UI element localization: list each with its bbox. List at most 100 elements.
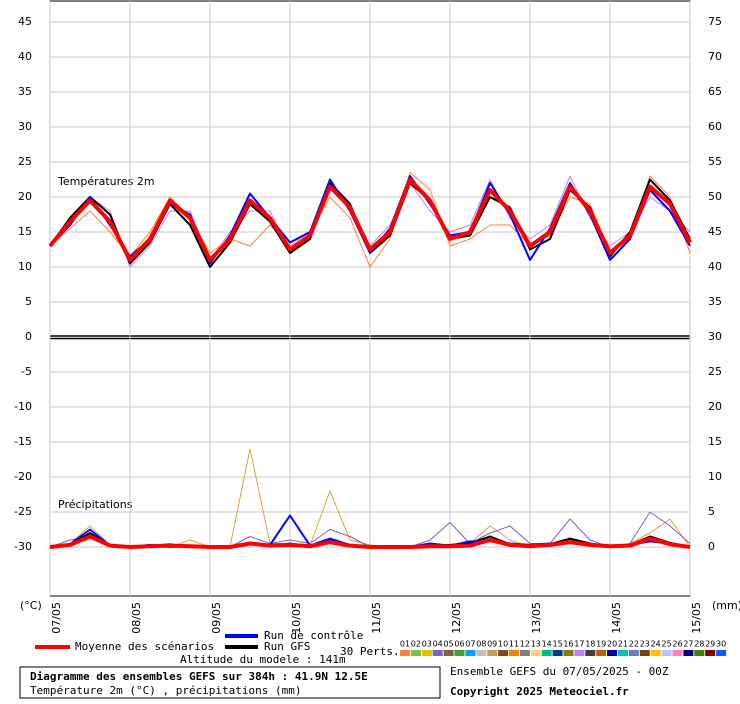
legend-label: Moyenne des scénarios: [75, 640, 214, 653]
y2-axis-label: (mm): [712, 599, 740, 612]
pert-swatch: [607, 650, 618, 656]
pert-label: 05: [444, 640, 454, 649]
pert-swatch: [432, 650, 443, 656]
y-tick-label: -25: [14, 505, 32, 518]
pert-swatch: [563, 650, 574, 656]
pert-label: 03: [422, 640, 432, 649]
pert-label: 28: [694, 640, 704, 649]
pert-label: 09: [487, 640, 497, 649]
x-tick-label: 11/05: [370, 602, 383, 634]
pert-label: 02: [411, 640, 421, 649]
y-tick-label: 40: [18, 50, 32, 63]
x-tick-label: 12/05: [450, 602, 463, 634]
y-tick-label: 20: [18, 190, 32, 203]
series-line: [49, 534, 691, 549]
y2-tick-label: 30: [708, 330, 722, 343]
pert-swatch: [410, 650, 421, 656]
pert-swatch: [618, 650, 628, 656]
pert-swatch: [509, 650, 519, 656]
pert-label: 10: [498, 640, 508, 649]
y-tick-label: 15: [18, 225, 32, 238]
pert-label: 20: [607, 640, 617, 649]
pert-label: 07: [465, 640, 475, 649]
pert-label: 06: [454, 640, 464, 649]
y2-tick-label: 40: [708, 260, 722, 273]
pert-swatch: [443, 650, 454, 656]
pert-swatch: [683, 650, 694, 656]
annotation: Précipitations: [58, 498, 133, 511]
pert-label: 11: [509, 640, 519, 649]
footer-title: Diagramme des ensembles GEFS sur 384h : …: [30, 670, 368, 683]
y2-tick-label: 55: [708, 155, 722, 168]
pert-swatch: [498, 650, 509, 656]
y2-tick-label: 45: [708, 225, 722, 238]
x-tick-label: 14/05: [610, 602, 623, 634]
pert-label: 15: [553, 640, 563, 649]
pert-label: 26: [672, 640, 682, 649]
pert-swatch: [454, 650, 465, 656]
y2-tick-label: 70: [708, 50, 722, 63]
pert-label: 24: [651, 640, 661, 649]
annotation: Températures 2m: [57, 175, 155, 188]
x-tick-label: 09/05: [210, 602, 223, 634]
y2-tick-label: 35: [708, 295, 722, 308]
pert-swatch: [672, 650, 683, 656]
pert-label: 25: [662, 640, 672, 649]
y2-tick-label: 5: [708, 505, 715, 518]
x-tick-label: 13/05: [530, 602, 543, 634]
y-tick-label: -30: [14, 540, 32, 553]
run-info: Ensemble GEFS du 07/05/2025 - 00Z: [450, 665, 669, 678]
y2-tick-label: 60: [708, 120, 722, 133]
pert-label: 29: [705, 640, 715, 649]
y-tick-label: 25: [18, 155, 32, 168]
footer-box: [19, 666, 441, 699]
pert-swatch: [574, 650, 585, 656]
x-tick-label: 07/05: [50, 602, 63, 634]
y-tick-label: -15: [14, 435, 32, 448]
pert-label: 14: [542, 640, 552, 649]
pert-swatch: [421, 650, 432, 656]
pert-swatch: [694, 650, 705, 656]
y-axis-label: (°C): [20, 599, 42, 612]
pert-label: 30: [716, 640, 726, 649]
pert-label: 27: [683, 640, 693, 649]
y2-tick-label: 15: [708, 435, 722, 448]
y-tick-label: 10: [18, 260, 32, 273]
y-tick-label: -20: [14, 470, 32, 483]
pert-swatch: [487, 650, 498, 656]
pert-swatch: [596, 650, 607, 656]
y-tick-label: 5: [25, 295, 32, 308]
y2-tick-label: 65: [708, 85, 722, 98]
pert-label: 13: [531, 640, 541, 649]
pert-label: 18: [585, 640, 595, 649]
pert-swatch: [465, 650, 476, 656]
y2-tick-label: 75: [708, 15, 722, 28]
pert-swatch: [476, 650, 487, 656]
pert-swatch: [541, 650, 552, 656]
perts-title: 30 Perts.: [340, 645, 400, 658]
x-tick-label: 08/05: [130, 602, 143, 634]
y-tick-label: 35: [18, 85, 32, 98]
copyright: Copyright 2025 Meteociel.fr: [450, 685, 629, 698]
series-line: [48, 177, 692, 262]
pert-swatch: [661, 650, 672, 656]
pert-label: 17: [574, 640, 584, 649]
y-tick-label: 0: [25, 330, 32, 343]
y2-tick-label: 20: [708, 400, 722, 413]
pert-label: 01: [400, 640, 410, 649]
pert-label: 23: [640, 640, 650, 649]
pert-swatch: [716, 650, 727, 656]
y-tick-label: -10: [14, 400, 32, 413]
y-tick-label: -5: [21, 365, 32, 378]
x-tick-label: 10/05: [290, 602, 303, 634]
y2-tick-label: 25: [708, 365, 722, 378]
pert-swatch: [639, 650, 650, 656]
x-tick-label: 15/05: [690, 602, 703, 634]
footer-subtitle: Température 2m (°C) , précipitations (mm…: [30, 684, 302, 697]
y2-tick-label: 0: [708, 540, 715, 553]
y-tick-label: 30: [18, 120, 32, 133]
legend-label: Run de contrôle: [264, 629, 363, 642]
legend-label: Run GFS: [264, 640, 310, 653]
